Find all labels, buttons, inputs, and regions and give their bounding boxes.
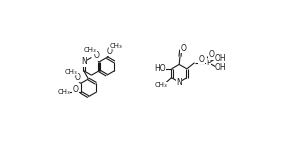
Text: CH₃: CH₃	[65, 69, 78, 75]
Text: O: O	[75, 73, 81, 82]
Text: CH₃: CH₃	[155, 82, 168, 88]
Text: P: P	[206, 58, 211, 67]
Text: O: O	[107, 47, 113, 56]
Text: O: O	[72, 85, 78, 94]
Text: OH: OH	[215, 54, 226, 63]
Text: N: N	[81, 57, 87, 66]
Text: N: N	[176, 78, 182, 87]
Text: O: O	[94, 51, 99, 60]
Text: CH₃: CH₃	[58, 89, 70, 95]
Text: O: O	[199, 55, 204, 64]
Text: CH₃: CH₃	[83, 47, 96, 53]
Text: O: O	[181, 44, 187, 53]
Text: CH₃: CH₃	[110, 43, 122, 49]
Text: OH: OH	[215, 63, 226, 72]
Text: HO: HO	[154, 64, 166, 73]
Text: O: O	[209, 51, 214, 60]
